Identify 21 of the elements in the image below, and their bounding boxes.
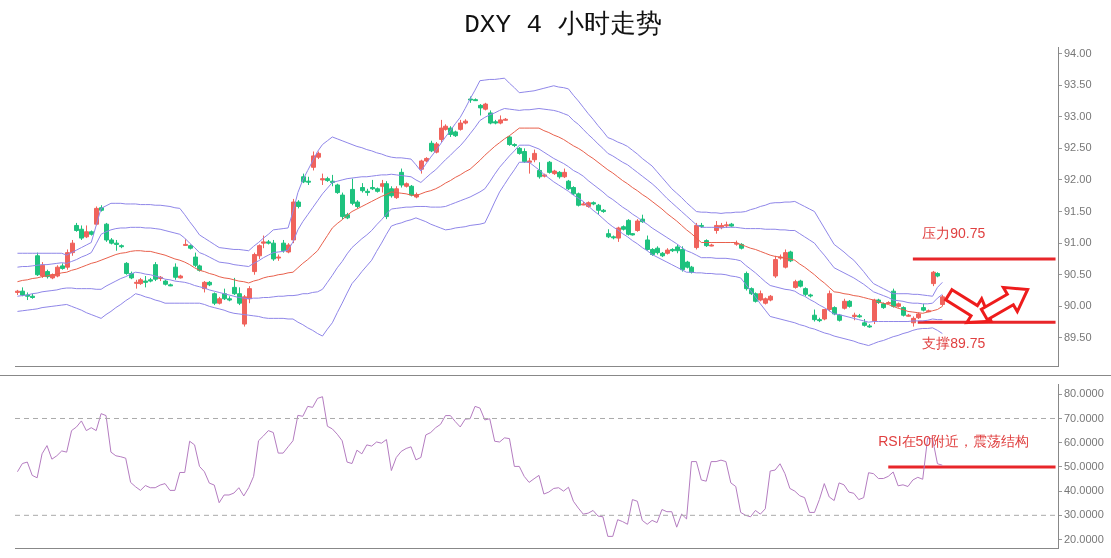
annotation: 压力90.75 [922,224,986,241]
chart-title: DXY 4 小时走势 [464,10,662,41]
y-tick-label: 91.50 [1064,204,1092,217]
y-tick-label: 93.50 [1064,78,1092,91]
y-tick-label: 20.0000 [1064,532,1104,545]
y-tick-label: 50.0000 [1064,459,1104,472]
y-tick-label: 30.0000 [1064,508,1104,521]
annotation: RSI在50附近，震荡结构 [878,432,1030,449]
y-tick-label: 91.00 [1064,236,1092,249]
y-tick-label: 92.00 [1064,172,1092,185]
y-tick-label: 90.50 [1064,267,1092,280]
y-tick-label: 80.0000 [1064,387,1104,400]
y-tick-label: 94.00 [1064,46,1092,59]
y-tick-label: 89.50 [1064,330,1092,343]
y-tick-label: 93.00 [1064,109,1092,122]
y-tick-label: 92.50 [1064,141,1092,154]
annotation: 支撑89.75 [922,335,986,352]
y-tick-label: 40.0000 [1064,484,1104,497]
y-tick-label: 70.0000 [1064,411,1104,424]
y-tick-label: 90.00 [1064,299,1092,312]
y-tick-label: 60.0000 [1064,435,1104,448]
